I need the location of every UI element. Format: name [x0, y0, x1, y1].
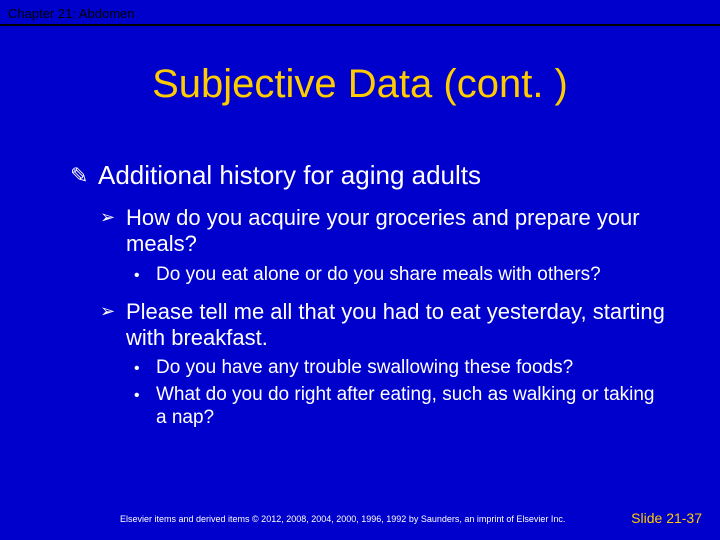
header-divider: [0, 24, 720, 26]
bullet-level1-text: Additional history for aging adults: [98, 160, 481, 190]
bullet-level2-text: How do you acquire your groceries and pr…: [126, 205, 640, 256]
bullet-level3: • What do you do right after eating, suc…: [70, 384, 670, 430]
footer-copyright: Elsevier items and derived items © 2012,…: [120, 514, 565, 524]
bullet-level2-text: Please tell me all that you had to eat y…: [126, 299, 665, 350]
bullet-level1-icon: ✎: [70, 163, 88, 189]
bullet-level3-text: Do you eat alone or do you share meals w…: [156, 264, 601, 285]
footer-slide-number: Slide 21-37: [631, 510, 702, 526]
bullet-level3-text: Do you have any trouble swallowing these…: [156, 357, 573, 378]
bullet-level3: • Do you eat alone or do you share meals…: [70, 264, 670, 287]
bullet-level3-text: What do you do right after eating, such …: [156, 384, 655, 428]
bullet-level2-icon: ➢: [100, 301, 115, 323]
bullet-level1: ✎ Additional history for aging adults: [70, 160, 670, 191]
bullet-level3: • Do you have any trouble swallowing the…: [70, 357, 670, 380]
bullet-level3-icon: •: [134, 266, 140, 285]
slide-title: Subjective Data (cont. ): [0, 62, 720, 107]
bullet-level3-icon: •: [134, 359, 140, 378]
bullet-level2-icon: ➢: [100, 207, 115, 229]
spacer: [70, 291, 670, 299]
bullet-level3-icon: •: [134, 386, 140, 405]
bullet-level2: ➢ How do you acquire your groceries and …: [70, 205, 670, 258]
chapter-header: Chapter 21: Abdomen: [8, 6, 134, 21]
slide-content: ✎ Additional history for aging adults ➢ …: [70, 160, 670, 434]
bullet-level2: ➢ Please tell me all that you had to eat…: [70, 299, 670, 352]
slide-container: Chapter 21: Abdomen Subjective Data (con…: [0, 0, 720, 540]
